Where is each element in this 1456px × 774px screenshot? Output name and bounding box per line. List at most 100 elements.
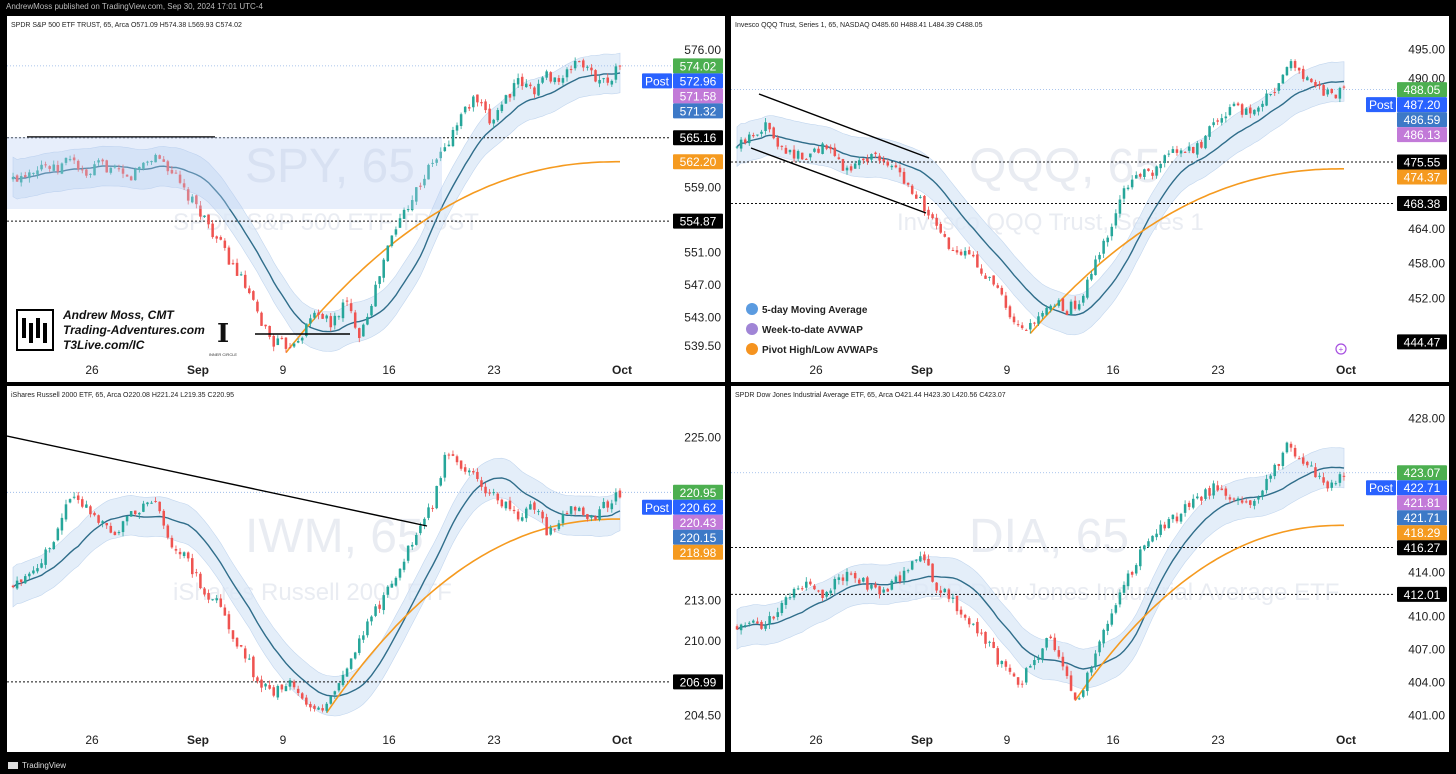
candle-body — [419, 185, 422, 187]
candle-body — [19, 579, 23, 583]
candle-body — [878, 155, 881, 161]
candle-body — [472, 471, 475, 473]
post-market-tag — [642, 499, 672, 515]
candle-body — [923, 195, 926, 212]
x-tick-label: 23 — [1211, 363, 1225, 377]
candle-body — [870, 584, 873, 589]
candle-body — [1000, 287, 1004, 295]
price-label-text: 220.95 — [680, 486, 717, 500]
candle-body — [36, 170, 39, 175]
x-tick-label: 9 — [280, 733, 287, 747]
candle-body — [1220, 118, 1224, 123]
candle-body — [1224, 488, 1228, 496]
candle-body — [573, 60, 577, 69]
price-label-last — [1397, 465, 1447, 481]
candle-body — [231, 630, 235, 639]
candle-body — [947, 237, 951, 249]
price-label-wtd — [1397, 495, 1447, 511]
candle-body — [849, 573, 853, 575]
candle-body — [410, 544, 414, 547]
candle-body — [231, 263, 235, 265]
candle-body — [191, 558, 194, 575]
candle-body — [492, 119, 495, 124]
candle-body — [586, 66, 589, 68]
candle-body — [967, 250, 971, 255]
x-tick-label: 9 — [1004, 363, 1011, 377]
x-tick-label: 26 — [809, 733, 823, 747]
candle-body — [129, 176, 133, 181]
candle-body — [874, 152, 877, 155]
candle-body — [809, 581, 812, 585]
candle-body — [919, 196, 922, 198]
chart-panel-dia[interactable]: DIA, 65 SPDR Dow Jones Industrial Average… — [731, 386, 1449, 752]
post-market-tag — [1366, 480, 1396, 496]
price-label-text: 486.13 — [1404, 128, 1441, 142]
candle-body — [1216, 485, 1219, 491]
candle-body — [305, 323, 308, 337]
candle-body — [1110, 613, 1114, 625]
candle-body — [882, 158, 885, 162]
candle-body — [813, 148, 816, 152]
candle-body — [89, 173, 92, 175]
candle-body — [272, 336, 275, 347]
candle-body — [1338, 87, 1342, 99]
x-tick-label: 23 — [487, 363, 501, 377]
price-label-post — [673, 499, 723, 515]
candle-body — [186, 552, 190, 559]
candle-body — [1045, 638, 1048, 648]
candle-body — [374, 284, 377, 307]
legend-dot-icon — [746, 323, 758, 335]
price-label-text: 562.20 — [680, 155, 717, 169]
candle-body — [1232, 103, 1236, 106]
candle-body — [284, 686, 288, 692]
inner-circle-logo-icon: I — [217, 319, 229, 349]
candle-body — [1098, 641, 1101, 653]
candle-body — [520, 517, 524, 521]
candle-body — [735, 146, 739, 148]
candle-body — [1277, 83, 1281, 91]
volatility-band — [736, 61, 1345, 336]
candle-body — [972, 623, 975, 625]
candle-body — [349, 303, 353, 312]
candle-body — [268, 325, 271, 337]
candle-body — [451, 454, 455, 456]
candle-body — [125, 516, 129, 522]
candle-body — [1065, 666, 1069, 676]
price-label-text: 412.01 — [1404, 588, 1441, 602]
candle-body — [1249, 500, 1252, 505]
candle-body — [529, 84, 532, 87]
symbol-title: iShares Russell 2000 ETF, 65, Arca O220.… — [11, 392, 234, 399]
candle-body — [788, 597, 792, 599]
candle-body — [1212, 122, 1215, 126]
candle-body — [980, 632, 983, 634]
price-label-level — [1397, 540, 1447, 556]
candle-body — [813, 585, 816, 590]
candle-body — [788, 149, 792, 153]
candle-body — [1020, 325, 1024, 329]
candle-body — [1236, 498, 1240, 501]
moving-average-line — [12, 477, 621, 697]
candle-body — [476, 471, 479, 479]
price-label-five — [673, 529, 723, 545]
candle-body — [557, 523, 561, 530]
x-tick-label: Oct — [612, 363, 632, 377]
candle-body — [341, 674, 345, 686]
candle-body — [496, 110, 500, 121]
price-label-text: 565.16 — [680, 131, 717, 145]
candle-body — [435, 159, 438, 163]
candle-body — [349, 658, 353, 669]
legend-dot-icon — [746, 303, 758, 315]
y-tick-label: 464.00 — [1408, 222, 1445, 236]
candle-body — [594, 516, 597, 520]
candle-body — [362, 635, 365, 640]
candle-body — [186, 189, 190, 201]
post-market-tag — [642, 73, 672, 89]
plus-glyph: + — [1339, 345, 1344, 354]
candle-body — [44, 164, 47, 166]
candle-body — [1114, 213, 1118, 226]
moving-average-line — [736, 80, 1345, 316]
candle-body — [1208, 126, 1211, 137]
